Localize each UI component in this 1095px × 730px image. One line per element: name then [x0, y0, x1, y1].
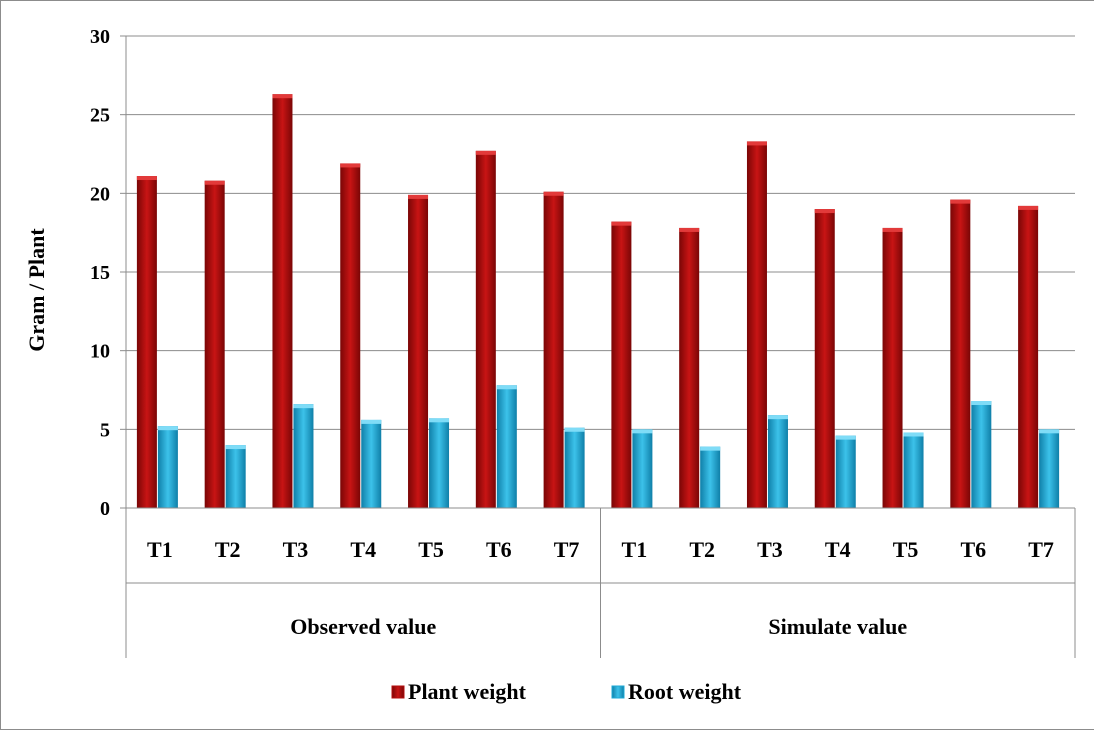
bar-plant-weight	[272, 94, 293, 509]
bar-plant-weight	[136, 176, 157, 508]
bar-root-weight	[700, 446, 721, 508]
group-label: Simulate value	[768, 614, 907, 639]
axes: 0 5 10 15 20 25 30 T1 T2 T3 T4 T5 T6 T7 T1 T2 T3 T4 T5 T6 T7…	[90, 26, 1076, 658]
y-tick-label: 15	[90, 262, 110, 284]
bar-top-cap	[971, 401, 992, 406]
x-tick-label: T4	[825, 537, 851, 562]
x-tick-label: T1	[147, 537, 173, 562]
bar-plant-weight	[543, 191, 564, 508]
bar-root-weight	[835, 435, 856, 508]
legend-swatch-root-weight	[611, 685, 625, 699]
bar-top-cap	[157, 426, 178, 431]
bar-plant-weight	[408, 194, 429, 508]
bars	[136, 94, 1060, 509]
x-tick-label: T5	[893, 537, 919, 562]
bar-top-cap	[882, 227, 903, 232]
bar-root-weight	[157, 426, 178, 508]
x-tick-label: T1	[622, 537, 648, 562]
bar-plant-weight	[950, 199, 971, 509]
bar-plant-weight	[746, 141, 767, 508]
x-tick-label: T3	[283, 537, 309, 562]
legend-label: Plant weight	[408, 679, 527, 704]
bar-top-cap	[814, 209, 835, 214]
bar-plant-weight	[679, 227, 700, 509]
x-tick-label: T6	[960, 537, 986, 562]
legend: Plant weight Root weight	[391, 679, 742, 704]
bar-top-cap	[272, 94, 293, 99]
bar-top-cap	[225, 445, 246, 450]
y-tick-label: 20	[90, 183, 110, 205]
bar-top-cap	[903, 432, 924, 437]
bar-top-cap	[700, 446, 721, 451]
legend-swatch-plant-weight	[391, 685, 405, 699]
bar-top-cap	[136, 176, 157, 181]
y-tick-label: 0	[100, 498, 110, 520]
bar-top-cap	[679, 227, 700, 232]
bar-top-cap	[767, 415, 788, 420]
bar-top-cap	[746, 141, 767, 146]
bar-root-weight	[225, 445, 246, 508]
x-tick-label: T6	[486, 537, 512, 562]
x-tick-label: T7	[1028, 537, 1054, 562]
bar-top-cap	[950, 199, 971, 204]
x-tick-label: T5	[418, 537, 444, 562]
bar-plant-weight	[1018, 205, 1039, 509]
gridlines	[126, 35, 1075, 430]
y-tick-label: 10	[90, 341, 110, 363]
legend-label: Root weight	[628, 679, 742, 704]
bar-plant-weight	[204, 180, 225, 508]
bar-root-weight	[429, 418, 450, 508]
bar-top-cap	[564, 427, 585, 432]
bar-plant-weight	[882, 227, 903, 509]
bar-top-cap	[543, 191, 564, 196]
bar-top-cap	[611, 221, 632, 226]
bar-root-weight	[767, 415, 788, 508]
bar-top-cap	[475, 150, 496, 155]
bar-root-weight	[903, 432, 924, 508]
bar-root-weight	[971, 401, 992, 508]
bar-root-weight	[1039, 429, 1060, 508]
bar-top-cap	[1018, 205, 1039, 210]
bar-top-cap	[361, 419, 382, 424]
bar-top-cap	[429, 418, 450, 423]
group-label: Observed value	[290, 614, 436, 639]
x-tick-label: T4	[350, 537, 376, 562]
bar-root-weight	[496, 385, 517, 508]
bar-plant-weight	[814, 209, 835, 509]
bar-top-cap	[1039, 429, 1060, 434]
bar-root-weight	[632, 429, 653, 508]
x-tick-label: T3	[757, 537, 783, 562]
x-tick-label: T2	[689, 537, 715, 562]
bar-top-cap	[632, 429, 653, 434]
bar-plant-weight	[611, 221, 632, 509]
y-tick-label: 30	[90, 26, 110, 48]
x-tick-label: T7	[554, 537, 580, 562]
bar-root-weight	[564, 427, 585, 508]
x-tick-label: T2	[215, 537, 241, 562]
y-tick-label: 25	[90, 105, 110, 127]
bar-top-cap	[293, 404, 314, 409]
bar-top-cap	[835, 435, 856, 440]
bar-plant-weight	[475, 150, 496, 508]
bar-top-cap	[408, 194, 429, 199]
bar-root-weight	[293, 404, 314, 508]
y-axis-label: Gram / Plant	[24, 228, 49, 352]
bar-plant-weight	[340, 163, 361, 508]
y-tick-label: 5	[100, 419, 110, 441]
bar-top-cap	[496, 385, 517, 390]
bar-top-cap	[204, 180, 225, 185]
bar-root-weight	[361, 419, 382, 508]
bar-top-cap	[340, 163, 361, 168]
